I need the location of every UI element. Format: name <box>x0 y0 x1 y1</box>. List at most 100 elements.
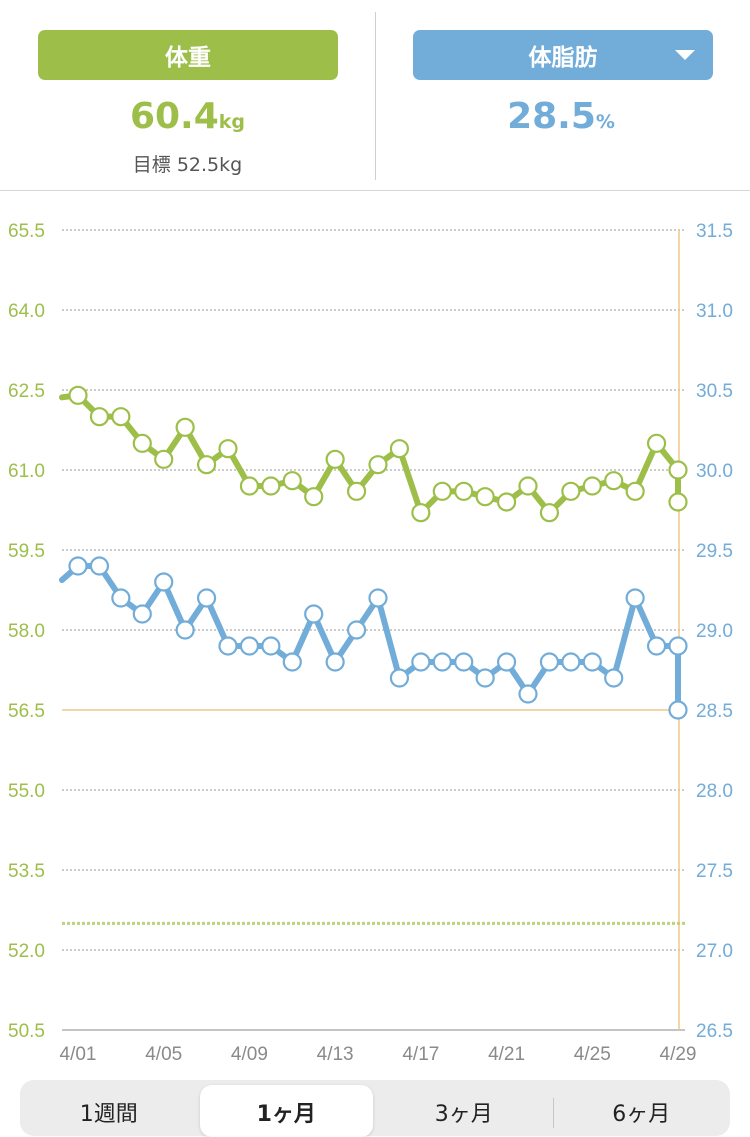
bodyfat-data-point <box>68 556 88 576</box>
period-tab[interactable]: 1週間 <box>79 1102 138 1127</box>
y-right-tick-label: 30.0 <box>696 461 733 482</box>
y-left-tick-label: 52.0 <box>8 941 45 962</box>
weight-data-point <box>389 439 410 459</box>
bodyfat-data-point <box>196 588 217 608</box>
y-left-tick-label: 62.5 <box>8 381 45 402</box>
weight-data-point <box>604 471 624 491</box>
y-right-tick-label: 27.5 <box>696 861 733 882</box>
bodyfat-dropdown-button[interactable]: 体脂肪 <box>413 30 713 80</box>
y-left-tick-label: 56.5 <box>8 701 45 722</box>
caret-down-icon <box>675 50 695 60</box>
period-tab[interactable]: 6ヶ月 <box>612 1102 671 1127</box>
weight-data-point <box>154 449 174 469</box>
bodyfat-data-point <box>668 700 688 720</box>
x-tick-label: 4/01 <box>60 1044 97 1065</box>
weight-data-point <box>582 476 602 496</box>
y-right-tick-label: 28.5 <box>696 701 733 722</box>
x-tick-label: 4/09 <box>231 1044 268 1065</box>
weight-data-point <box>282 471 302 491</box>
y-left-tick-label: 61.0 <box>8 461 45 482</box>
weight-data-point <box>539 503 560 523</box>
bodyfat-data-point <box>175 620 195 640</box>
period-tab[interactable]: 1ヶ月 <box>199 1085 373 1137</box>
bodyfat-data-point <box>625 588 645 608</box>
bodyfat-data-point <box>518 684 538 704</box>
weight-unit: kg <box>218 111 246 133</box>
header-divider <box>375 12 376 180</box>
weight-value: 60.4kg <box>0 96 375 137</box>
bodyfat-data-point <box>325 652 345 672</box>
weight-data-point <box>325 449 345 469</box>
x-tick-label: 4/17 <box>402 1044 439 1065</box>
weight-data-point <box>646 433 667 453</box>
bodyfat-data-point <box>432 652 452 672</box>
weight-data-point <box>261 476 281 496</box>
weight-data-point <box>346 481 367 501</box>
bodyfat-data-point <box>346 620 367 640</box>
bodyfat-data-point <box>282 652 302 672</box>
x-tick-label: 4/25 <box>574 1044 611 1065</box>
bodyfat-data-point <box>261 636 281 656</box>
period-segmented-control: 1週間 1ヶ月 3ヶ月 6ヶ月 <box>20 1080 730 1137</box>
weight-data-point <box>196 455 217 475</box>
bodyfat-data-point <box>475 668 495 688</box>
y-left-tick-label: 59.5 <box>8 541 45 562</box>
y-right-tick-label: 29.0 <box>696 621 733 642</box>
bodyfat-data-point <box>304 604 324 624</box>
x-tick-label: 4/21 <box>488 1044 525 1065</box>
weight-bodyfat-chart[interactable]: 65.5 31.5 64.0 31.0 62.5 30.5 61.0 30.0 59.5 29.5… <box>0 191 750 1071</box>
y-right-tick-label: 31.0 <box>696 301 733 322</box>
weight-data-point <box>432 481 452 501</box>
bodyfat-data-point <box>389 668 410 688</box>
x-tick-label: 4/05 <box>145 1044 182 1065</box>
bodyfat-data-point <box>132 604 152 624</box>
y-left-tick-label: 53.5 <box>8 861 45 882</box>
bodyfat-data-point <box>454 652 474 672</box>
bodyfat-unit: % <box>595 111 615 133</box>
bodyfat-data-point <box>218 636 238 656</box>
weight-data-point <box>304 487 324 507</box>
weight-data-point <box>668 460 688 480</box>
weight-data-point <box>411 503 431 523</box>
bodyfat-data-point <box>154 572 174 592</box>
weight-data-point <box>561 481 581 501</box>
bodyfat-number: 28.5 <box>507 96 596 137</box>
bodyfat-data-point <box>604 668 624 688</box>
weight-data-point <box>239 476 260 496</box>
y-right-tick-label: 30.5 <box>696 381 733 402</box>
bodyfat-data-point <box>582 652 602 672</box>
bodyfat-data-point <box>561 652 581 672</box>
weight-data-point <box>368 455 388 475</box>
segment-separator <box>552 1098 554 1128</box>
period-tab[interactable]: 3ヶ月 <box>434 1102 493 1127</box>
weight-data-point <box>68 385 88 405</box>
y-left-tick-label: 55.0 <box>8 781 45 802</box>
bodyfat-data-point <box>411 652 431 672</box>
x-tick-label: 4/13 <box>317 1044 354 1065</box>
weight-data-point <box>175 417 195 437</box>
bodyfat-label: 体脂肪 <box>528 45 598 71</box>
x-tick-label: 4/29 <box>660 1044 697 1065</box>
bodyfat-value: 28.5% <box>374 96 748 137</box>
weight-data-point <box>475 487 495 507</box>
weight-tab-button[interactable]: 体重 <box>38 30 338 80</box>
bodyfat-data-point <box>89 556 110 576</box>
bodyfat-panel[interactable]: 体脂肪 28.5% <box>376 0 750 190</box>
bodyfat-data-point <box>496 652 517 672</box>
weight-data-point <box>454 481 474 501</box>
weight-panel[interactable]: 体重 60.4kg 目標 52.5kg <box>0 0 375 190</box>
weight-data-point <box>518 476 538 496</box>
weight-data-point <box>668 492 688 512</box>
bodyfat-data-point <box>111 588 131 608</box>
summary-header: 体重 60.4kg 目標 52.5kg 体脂肪 28.5% <box>0 0 750 191</box>
y-right-tick-label: 29.5 <box>696 541 733 562</box>
y-right-tick-label: 27.0 <box>696 941 733 962</box>
bodyfat-data-point <box>668 636 688 656</box>
weight-data-point <box>89 407 110 427</box>
y-right-tick-label: 26.5 <box>696 1021 733 1042</box>
weight-data-point <box>111 407 131 427</box>
weight-data-point <box>496 492 517 512</box>
weight-data-point <box>218 439 238 459</box>
weight-number: 60.4 <box>129 96 219 137</box>
y-right-tick-label: 31.5 <box>696 221 733 242</box>
